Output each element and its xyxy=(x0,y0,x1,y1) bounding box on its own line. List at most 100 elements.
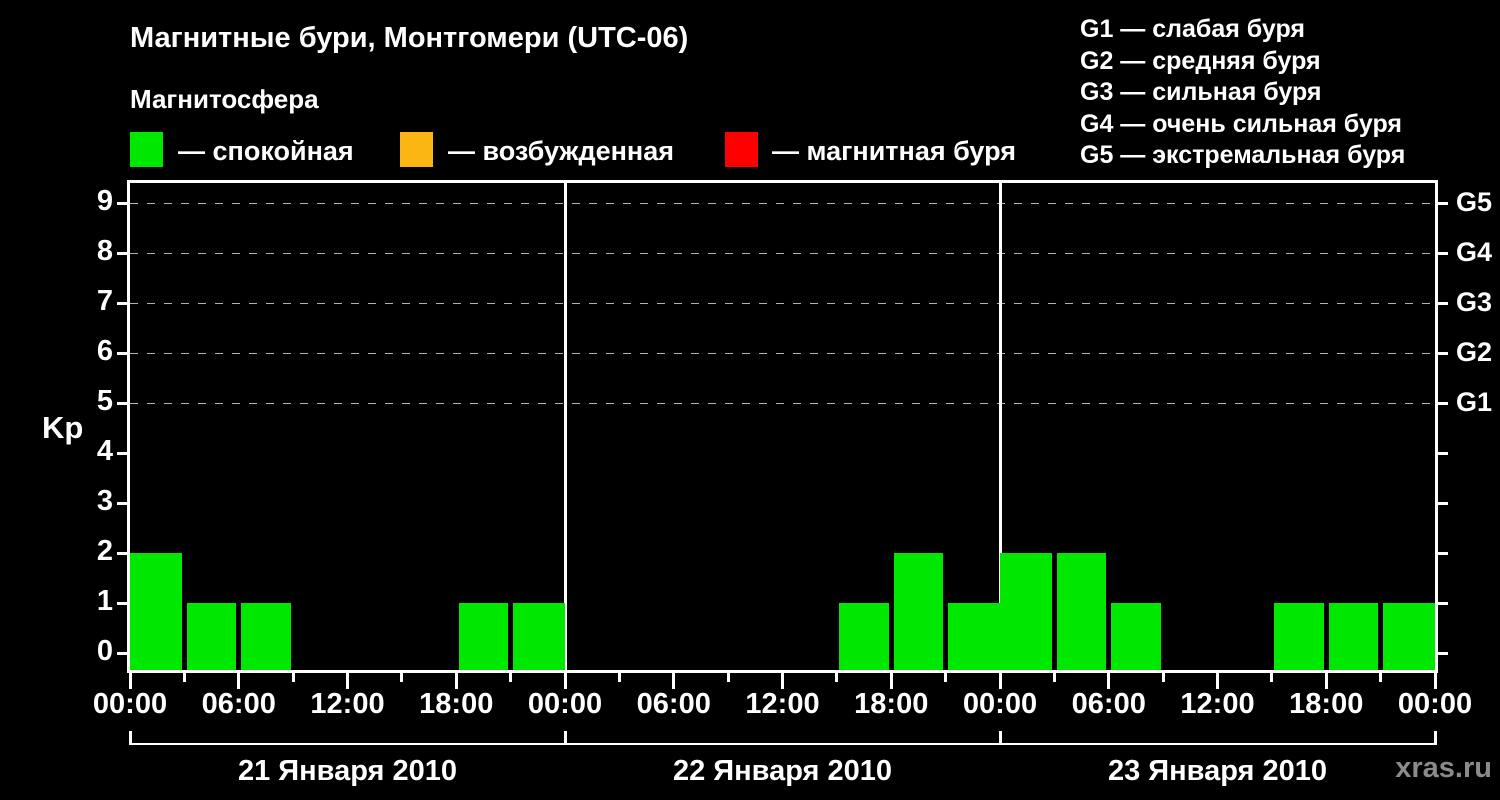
g-tick-label: G2 xyxy=(1456,337,1493,367)
g4-legend-line: G4 — очень сильная буря xyxy=(1080,109,1402,138)
x-major-tick xyxy=(1107,673,1111,689)
x-minor-tick xyxy=(944,673,948,682)
gridline-kp7 xyxy=(130,303,1435,304)
gridline-kp6 xyxy=(130,353,1435,354)
x-minor-tick xyxy=(1270,673,1274,682)
right-axis-tick xyxy=(1438,651,1448,655)
right-axis-tick xyxy=(1438,251,1448,255)
x-tick-label: 00:00 xyxy=(962,688,1038,720)
kp-bar xyxy=(893,553,944,670)
x-major-tick xyxy=(128,673,132,689)
right-axis-tick xyxy=(1438,551,1448,555)
quiet-swatch-icon xyxy=(130,132,163,167)
x-major-tick xyxy=(1324,673,1328,689)
x-major-tick xyxy=(563,673,567,689)
date-bracket-tick xyxy=(998,731,1002,745)
kp-bar xyxy=(1111,603,1161,670)
x-major-tick xyxy=(1433,673,1437,689)
x-tick-label: 12:00 xyxy=(310,688,385,720)
x-tick-label: 00:00 xyxy=(92,688,168,720)
quiet-label: — спокойная xyxy=(178,136,354,166)
excited-label: — возбужденная xyxy=(448,136,674,166)
x-minor-tick xyxy=(291,673,295,682)
kp-bar xyxy=(130,553,182,670)
g-tick-label: G4 xyxy=(1456,237,1493,267)
x-tick-label: 12:00 xyxy=(745,688,820,720)
storm-label: — магнитная буря xyxy=(772,136,1016,166)
kp-bar xyxy=(458,603,509,670)
x-major-tick xyxy=(672,673,676,689)
y-tick-label: 6 xyxy=(96,335,113,367)
kp-bar xyxy=(1328,603,1379,670)
x-minor-tick xyxy=(509,673,513,682)
magnetosphere-legend: — спокойная — возбужденная — магнитная б… xyxy=(0,130,1080,170)
right-axis-tick xyxy=(1438,301,1448,305)
plot-inner xyxy=(130,183,1435,670)
y-axis-tick xyxy=(117,251,127,255)
y-tick-label: 7 xyxy=(96,285,113,317)
kp-bar xyxy=(1383,603,1435,670)
y-axis-tick xyxy=(117,301,127,305)
x-major-tick xyxy=(781,673,784,689)
g3-legend-line: G3 — сильная буря xyxy=(1080,78,1322,106)
right-axis-tick xyxy=(1438,601,1448,605)
date-bracket-tick xyxy=(1433,731,1437,745)
x-tick-label: 18:00 xyxy=(854,688,929,720)
y-tick-label: 4 xyxy=(96,435,113,467)
day-separator xyxy=(998,183,1002,670)
y-axis-tick xyxy=(117,201,127,205)
y-tick-label: 8 xyxy=(96,235,113,267)
x-major-tick xyxy=(998,673,1002,689)
y-axis-tick xyxy=(117,351,127,355)
kp-bar xyxy=(186,603,237,670)
x-tick-label: 06:00 xyxy=(1071,688,1146,720)
x-minor-tick xyxy=(835,673,839,682)
y-tick-label: 5 xyxy=(96,385,113,417)
excited-swatch-icon xyxy=(400,132,433,167)
chart-subtitle: Магнитосфера xyxy=(130,84,319,114)
g-tick-label: G5 xyxy=(1456,187,1493,217)
y-axis-title: Kp xyxy=(42,410,84,445)
kp-bar xyxy=(839,603,889,670)
chart-title: Магнитные бури, Монтгомери (UTC-06) xyxy=(130,22,689,54)
y-tick-label: 3 xyxy=(96,485,113,517)
y-axis-tick xyxy=(117,601,127,605)
plot-area xyxy=(127,180,1438,673)
kp-bar xyxy=(1000,553,1052,670)
date-label: 23 Января 2010 xyxy=(1107,755,1328,787)
x-tick-label: 06:00 xyxy=(201,688,276,720)
right-axis-tick xyxy=(1438,201,1448,205)
date-label: 21 Января 2010 xyxy=(237,755,458,787)
right-axis-tick xyxy=(1438,451,1448,455)
x-tick-label: 00:00 xyxy=(1397,688,1473,720)
date-bracket-tick xyxy=(128,731,132,745)
x-minor-tick xyxy=(1379,673,1383,682)
g2-legend-line: G2 — средняя буря xyxy=(1080,46,1321,75)
x-tick-label: 18:00 xyxy=(1289,688,1364,720)
y-axis-tick xyxy=(117,651,127,655)
kp-bar xyxy=(513,603,565,670)
date-bracket-tick xyxy=(563,731,567,745)
x-tick-label: 00:00 xyxy=(527,688,603,720)
x-tick-label: 06:00 xyxy=(636,688,711,720)
x-minor-tick xyxy=(182,673,186,682)
y-axis-tick xyxy=(117,451,127,455)
x-minor-tick xyxy=(617,673,621,682)
x-tick-label: 12:00 xyxy=(1180,688,1255,720)
x-major-tick xyxy=(454,673,458,689)
y-tick-label: 1 xyxy=(96,585,113,617)
x-major-tick xyxy=(1216,673,1219,689)
y-tick-label: 2 xyxy=(96,535,113,567)
g-tick-label: G3 xyxy=(1456,287,1493,317)
date-label: 22 Января 2010 xyxy=(672,755,893,787)
date-bracket-line xyxy=(130,743,1435,745)
right-axis-tick xyxy=(1438,401,1448,405)
y-tick-label: 9 xyxy=(96,185,113,217)
gridline-kp5 xyxy=(130,403,1435,404)
y-axis-tick xyxy=(117,401,127,405)
gridline-kp9 xyxy=(130,203,1435,204)
storm-swatch-icon xyxy=(725,132,758,167)
watermark: xras.ru xyxy=(1395,752,1492,784)
x-tick-label: 18:00 xyxy=(419,688,494,720)
